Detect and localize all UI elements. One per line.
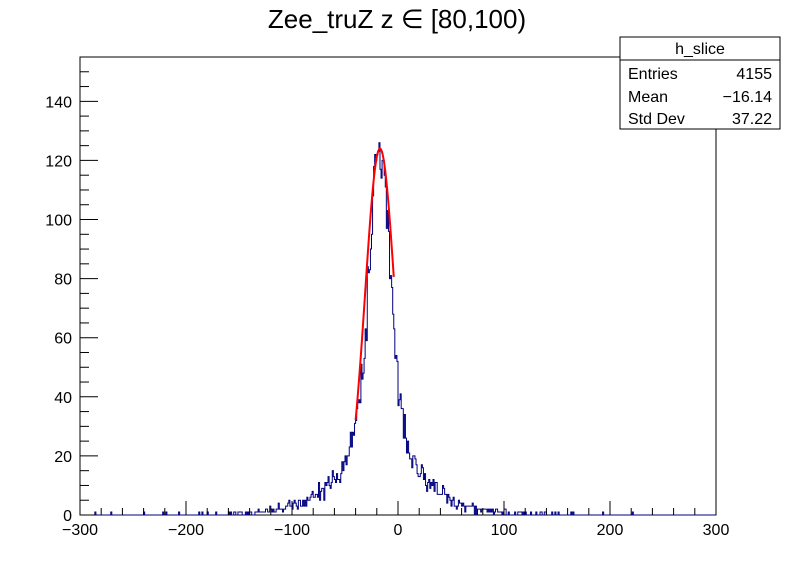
- stats-label-stddev: Std Dev: [628, 111, 685, 128]
- y-tick-label: 140: [45, 94, 72, 111]
- x-tick-label: −300: [62, 522, 98, 539]
- y-tick-label: 20: [54, 449, 72, 466]
- x-tick-label: 300: [703, 522, 730, 539]
- y-tick-label: 100: [45, 213, 72, 230]
- fit-curve: [354, 147, 395, 421]
- stats-label-entries: Entries: [628, 66, 678, 83]
- y-tick-label: 0: [63, 508, 72, 525]
- fit-line: [354, 147, 395, 421]
- chart-title: Zee_truZ z ∈ [80,100): [268, 4, 526, 34]
- x-tick-label: 0: [394, 522, 403, 539]
- stats-value-mean: −16.14: [723, 89, 772, 106]
- y-tick-label: 120: [45, 153, 72, 170]
- stats-box-title: h_slice: [675, 41, 725, 58]
- y-tick-label: 80: [54, 272, 72, 289]
- histogram-bars: [80, 142, 716, 516]
- x-tick-label: −100: [274, 522, 310, 539]
- histogram-line: [80, 142, 716, 516]
- stats-label-mean: Mean: [628, 89, 668, 106]
- stats-value-entries: 4155: [736, 66, 772, 83]
- stats-box: h_slice Entries 4155 Mean −16.14 Std Dev…: [619, 36, 781, 130]
- x-tick-label: 200: [597, 522, 624, 539]
- x-tick-label: 100: [491, 522, 518, 539]
- axes: −300 −200 −100 0 100 200 300 0 20 40 60 80 100 120 140: [45, 56, 730, 539]
- stats-value-stddev: 37.22: [732, 111, 772, 128]
- stats-box-frame: [619, 36, 781, 130]
- y-tick-label: 60: [54, 331, 72, 348]
- y-tick-label: 40: [54, 390, 72, 407]
- x-tick-label: −200: [168, 522, 204, 539]
